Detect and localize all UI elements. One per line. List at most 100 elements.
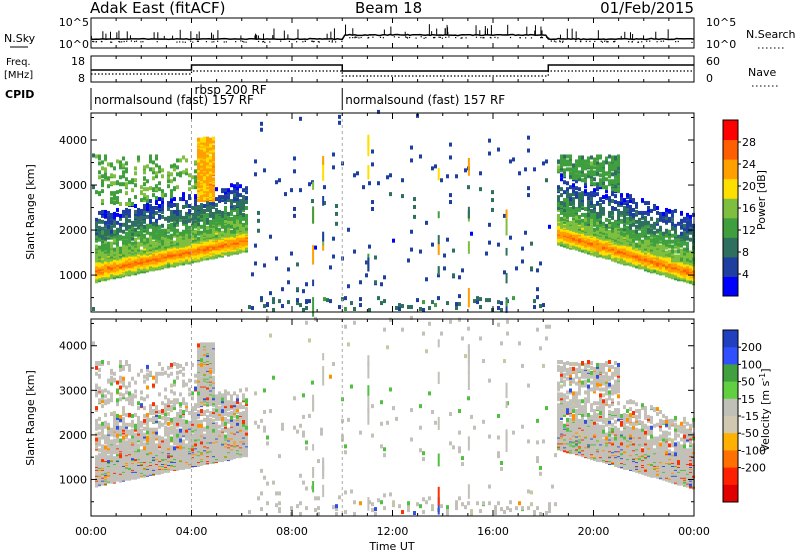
power-cell bbox=[122, 257, 125, 262]
noise-search-dot bbox=[439, 36, 441, 38]
power-cell bbox=[188, 237, 191, 242]
power-cell bbox=[569, 206, 572, 211]
power-cell bbox=[452, 273, 455, 278]
power-cell bbox=[626, 216, 629, 221]
power-cell bbox=[275, 180, 278, 185]
power-cell bbox=[563, 203, 566, 208]
power-cell bbox=[683, 223, 686, 228]
power-cell bbox=[596, 182, 599, 187]
power-cell bbox=[656, 205, 659, 210]
noise-search-dot bbox=[465, 37, 467, 39]
power-cell bbox=[539, 304, 542, 309]
power-cell bbox=[563, 173, 566, 178]
nave-label: Nave bbox=[748, 66, 776, 79]
power-cell bbox=[371, 206, 374, 211]
power-cell bbox=[137, 241, 140, 246]
power-cell bbox=[185, 158, 188, 163]
power-cell bbox=[560, 161, 563, 166]
power-cell bbox=[215, 213, 218, 218]
power-cell bbox=[236, 219, 239, 224]
power-cell bbox=[638, 243, 641, 248]
noise-search-dot bbox=[540, 37, 542, 39]
power-cell bbox=[173, 177, 176, 182]
power-cell bbox=[101, 235, 104, 240]
power-cell bbox=[143, 218, 146, 223]
power-cell bbox=[173, 213, 176, 218]
power-cell bbox=[290, 188, 293, 193]
power-cell bbox=[98, 210, 101, 215]
power-cell bbox=[200, 184, 203, 189]
power-cell bbox=[209, 227, 212, 232]
power-cell bbox=[620, 231, 623, 236]
power-cell bbox=[419, 249, 422, 254]
noise-search-dot bbox=[118, 40, 120, 43]
power-cell bbox=[173, 230, 176, 235]
power-cell bbox=[563, 198, 566, 203]
power-cell bbox=[611, 199, 614, 204]
date-title: 01/Feb/2015 bbox=[600, 0, 694, 17]
power-cell bbox=[599, 173, 602, 178]
power-cell bbox=[398, 303, 401, 308]
power-cell bbox=[137, 216, 140, 221]
power-cell bbox=[200, 205, 203, 210]
power-cell bbox=[578, 160, 581, 165]
power-cell bbox=[152, 227, 155, 232]
noise-search-dot bbox=[184, 41, 186, 43]
power-cell bbox=[485, 251, 488, 256]
power-cell bbox=[143, 210, 146, 215]
power-cell bbox=[686, 241, 689, 246]
noise-search-dot bbox=[156, 41, 158, 43]
power-cell bbox=[287, 300, 290, 305]
noise-search-dot bbox=[550, 40, 552, 42]
power-cell bbox=[227, 191, 230, 196]
power-cell bbox=[671, 221, 674, 226]
power-cell bbox=[185, 200, 188, 205]
power-cell bbox=[203, 225, 206, 230]
noise-search-dot bbox=[217, 40, 219, 42]
power-cell bbox=[623, 201, 626, 206]
power-cell bbox=[176, 172, 179, 177]
power-cell bbox=[458, 302, 461, 307]
power-cell bbox=[560, 177, 563, 182]
power-cell bbox=[122, 235, 125, 240]
power-cell bbox=[617, 185, 620, 190]
power-cell bbox=[107, 162, 110, 167]
power-cell bbox=[224, 218, 227, 223]
power-cell bbox=[368, 181, 371, 186]
power-cell bbox=[308, 182, 311, 187]
power-cell bbox=[158, 165, 161, 170]
power-streak bbox=[322, 196, 325, 206]
power-cell bbox=[224, 213, 227, 218]
power-cell bbox=[608, 233, 611, 238]
power-cell bbox=[200, 137, 203, 142]
power-cell bbox=[638, 210, 641, 215]
power-cell bbox=[110, 232, 113, 237]
power-cell bbox=[185, 203, 188, 208]
power-cell bbox=[179, 237, 182, 242]
power-cell bbox=[590, 165, 593, 170]
power-cell bbox=[155, 187, 158, 192]
noise-search-dot bbox=[243, 41, 245, 43]
power-cell bbox=[221, 195, 224, 200]
power-cell bbox=[164, 216, 167, 221]
power-cell bbox=[269, 234, 272, 239]
power-cell bbox=[557, 188, 560, 193]
power-cell bbox=[167, 218, 170, 223]
power-cell bbox=[146, 223, 149, 228]
power-cell bbox=[284, 192, 287, 197]
power-cell bbox=[671, 217, 674, 222]
power-cell bbox=[674, 254, 677, 259]
noise-search-dot bbox=[677, 40, 679, 43]
power-cell bbox=[209, 219, 212, 224]
noise-search-dot bbox=[93, 41, 95, 43]
power-cell bbox=[668, 229, 671, 234]
power-cell bbox=[224, 228, 227, 233]
noise-search-dot bbox=[182, 41, 184, 43]
power-cell bbox=[581, 178, 584, 183]
power-cell bbox=[644, 235, 647, 240]
noise-search-dot bbox=[540, 36, 542, 39]
noise-search-dot bbox=[95, 41, 97, 43]
power-cell bbox=[167, 234, 170, 239]
noise-search-dot bbox=[379, 36, 382, 38]
power-cell bbox=[461, 268, 464, 273]
